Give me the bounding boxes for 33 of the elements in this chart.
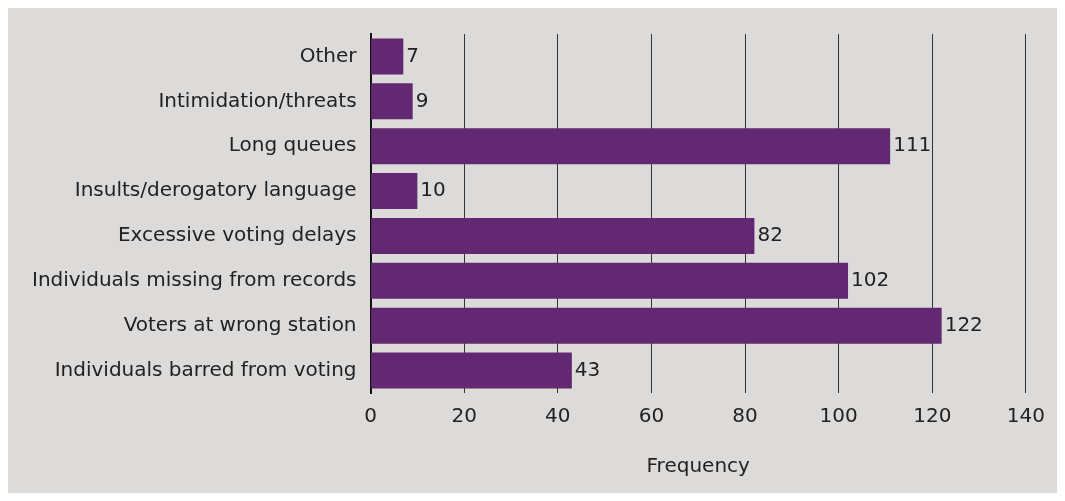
y-tick-label: Excessive voting delays (117, 222, 357, 247)
data-label: 111 (893, 132, 932, 157)
x-tick-label: 40 (545, 403, 571, 428)
data-label: 10 (420, 177, 446, 202)
y-tick-label: Individuals missing from records (31, 267, 357, 292)
x-tick-label: 140 (1006, 403, 1046, 428)
bar (371, 307, 942, 344)
y-tick-label: Insults/derogatory language (74, 177, 357, 202)
bar (371, 217, 755, 254)
data-label: 122 (944, 311, 983, 336)
bar (371, 352, 572, 389)
data-label: 43 (574, 356, 601, 381)
x-tick-label: 20 (451, 403, 477, 428)
data-label: 102 (851, 267, 890, 292)
x-tick-label: 100 (819, 403, 858, 428)
bar (371, 173, 418, 210)
y-tick-label: Voters at wrong station (123, 311, 357, 336)
bar (371, 83, 413, 120)
y-tick-label: Intimidation/threats (158, 87, 357, 112)
y-tick-label: Other (299, 42, 358, 67)
data-label: 82 (757, 222, 783, 247)
x-tick-label: 80 (732, 403, 758, 428)
x-tick-label: 60 (638, 403, 665, 428)
x-axis-title: Frequency (646, 453, 751, 478)
bar (371, 38, 404, 75)
y-tick-label: Long queues (228, 132, 357, 157)
y-tick-label: Individuals barred from voting (54, 356, 357, 381)
x-tick-label: 0 (364, 403, 377, 428)
bar (371, 262, 849, 299)
data-label: 9 (415, 87, 429, 112)
bar (371, 128, 891, 165)
data-label: 7 (406, 42, 420, 67)
x-tick-label: 120 (913, 403, 952, 428)
